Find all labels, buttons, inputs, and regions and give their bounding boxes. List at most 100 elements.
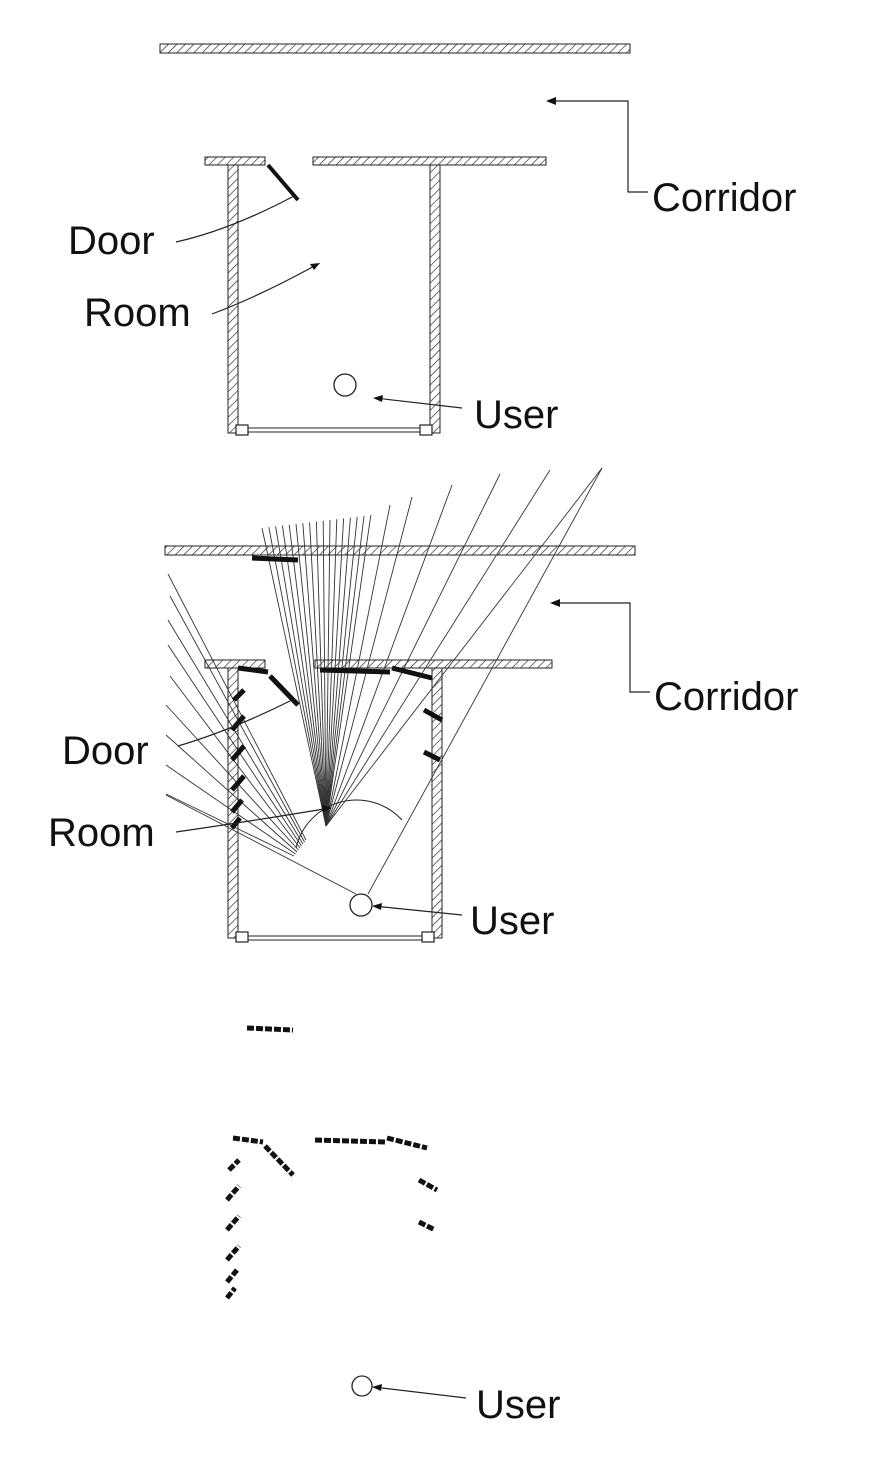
corridor-leader	[552, 602, 650, 693]
laser-ray	[165, 793, 295, 857]
scan-hit	[225, 1244, 241, 1262]
laser-ray	[302, 523, 327, 827]
laser-ray	[325, 473, 501, 827]
scan-hits	[225, 1025, 439, 1300]
laser-ray	[325, 496, 413, 827]
room-corner-right	[419, 424, 433, 436]
user-label: User	[470, 899, 554, 943]
user-arrowhead	[372, 1384, 382, 1391]
scan-hit	[230, 714, 246, 732]
room-label: Room	[48, 811, 155, 855]
scan-hit	[225, 1214, 241, 1232]
room-right-wall	[431, 667, 443, 939]
door	[266, 163, 300, 202]
scan-hit	[232, 1135, 264, 1145]
room-arrowhead	[322, 805, 332, 812]
laser-ray	[325, 504, 391, 827]
laser-ray	[325, 519, 331, 827]
room-left-wall	[227, 164, 239, 434]
scan-hit	[237, 665, 269, 675]
laser-ray	[325, 469, 551, 827]
user-arrowhead	[373, 395, 383, 402]
laser-ray	[325, 467, 603, 827]
laser-ray	[165, 704, 299, 851]
laser-ray	[261, 527, 327, 827]
room-arrowhead	[310, 263, 320, 270]
laser-ray	[275, 526, 327, 827]
scan-hit	[319, 667, 391, 675]
user-leader	[373, 905, 463, 916]
corridor-arrowhead	[550, 599, 560, 607]
user-marker	[349, 893, 373, 917]
laser-ray	[169, 675, 301, 849]
room-leader	[175, 807, 331, 833]
corridor-leader	[548, 100, 648, 193]
user-leader	[374, 397, 463, 409]
scan-hit	[391, 665, 433, 681]
panel-laser-scan: Corridor Door Room User	[48, 467, 798, 943]
scan-hit	[225, 1286, 237, 1300]
laser-ray	[169, 595, 305, 843]
corridor-label: Corridor	[652, 176, 796, 220]
scan-hit	[230, 744, 246, 762]
scan-hit	[225, 1184, 241, 1202]
room-label: Room	[84, 291, 191, 335]
user-label: User	[476, 1383, 560, 1427]
scan-hit	[251, 555, 299, 563]
user-marker	[351, 1375, 373, 1397]
scan-hit	[225, 1268, 239, 1284]
laser-ray	[167, 573, 307, 841]
door-leader	[177, 699, 293, 747]
laser-ray	[165, 794, 357, 895]
room-corner-right	[421, 931, 435, 943]
user-marker	[333, 373, 357, 397]
user-label: User	[474, 393, 558, 437]
scan-hit	[314, 1137, 386, 1145]
scan-origin-arc	[295, 799, 403, 849]
door-label: Door	[68, 219, 155, 263]
laser-ray	[295, 523, 327, 827]
door-leader	[175, 195, 295, 243]
laser-ray	[322, 520, 327, 827]
scan-hit	[422, 749, 442, 763]
laser-ray	[167, 619, 304, 845]
room-corner-left	[235, 931, 249, 943]
laser-ray	[367, 467, 603, 895]
corridor-label: Corridor	[654, 675, 798, 719]
scan-hit	[268, 674, 300, 707]
laser-ray	[309, 522, 327, 827]
scan-hit	[230, 798, 244, 814]
panel-floor-plan: Corridor Door Room User	[68, 43, 796, 437]
laser-ray	[165, 764, 296, 855]
user-leader	[373, 1386, 467, 1399]
scan-hit	[230, 774, 246, 792]
room-top-wall-left	[204, 659, 266, 669]
laser-ray	[165, 734, 298, 853]
laser-ray	[268, 527, 327, 827]
room-corner-left	[235, 424, 249, 436]
room-leader	[211, 263, 319, 315]
laser-ray	[281, 525, 327, 827]
corridor-far-wall	[159, 43, 631, 54]
room-top-wall-right	[314, 659, 553, 669]
room-top-wall-left	[204, 156, 266, 166]
scan-hit	[417, 1219, 437, 1233]
laser-ray	[315, 521, 327, 827]
scan-hit	[422, 707, 444, 723]
laser-ray	[325, 484, 453, 827]
room-top-wall-right	[312, 156, 547, 166]
door-label: Door	[62, 729, 149, 773]
laser-ray	[167, 644, 302, 847]
scan-hits	[230, 555, 444, 830]
laser-rays	[165, 467, 603, 895]
scan-hit	[417, 1177, 439, 1193]
scan-hit	[227, 1158, 241, 1172]
scan-hit	[386, 1135, 428, 1151]
corridor-arrowhead	[546, 97, 556, 105]
scan-hit	[263, 1144, 295, 1177]
scan-hit	[246, 1025, 294, 1033]
laser-ray	[288, 524, 327, 827]
corridor-far-wall	[164, 545, 636, 556]
